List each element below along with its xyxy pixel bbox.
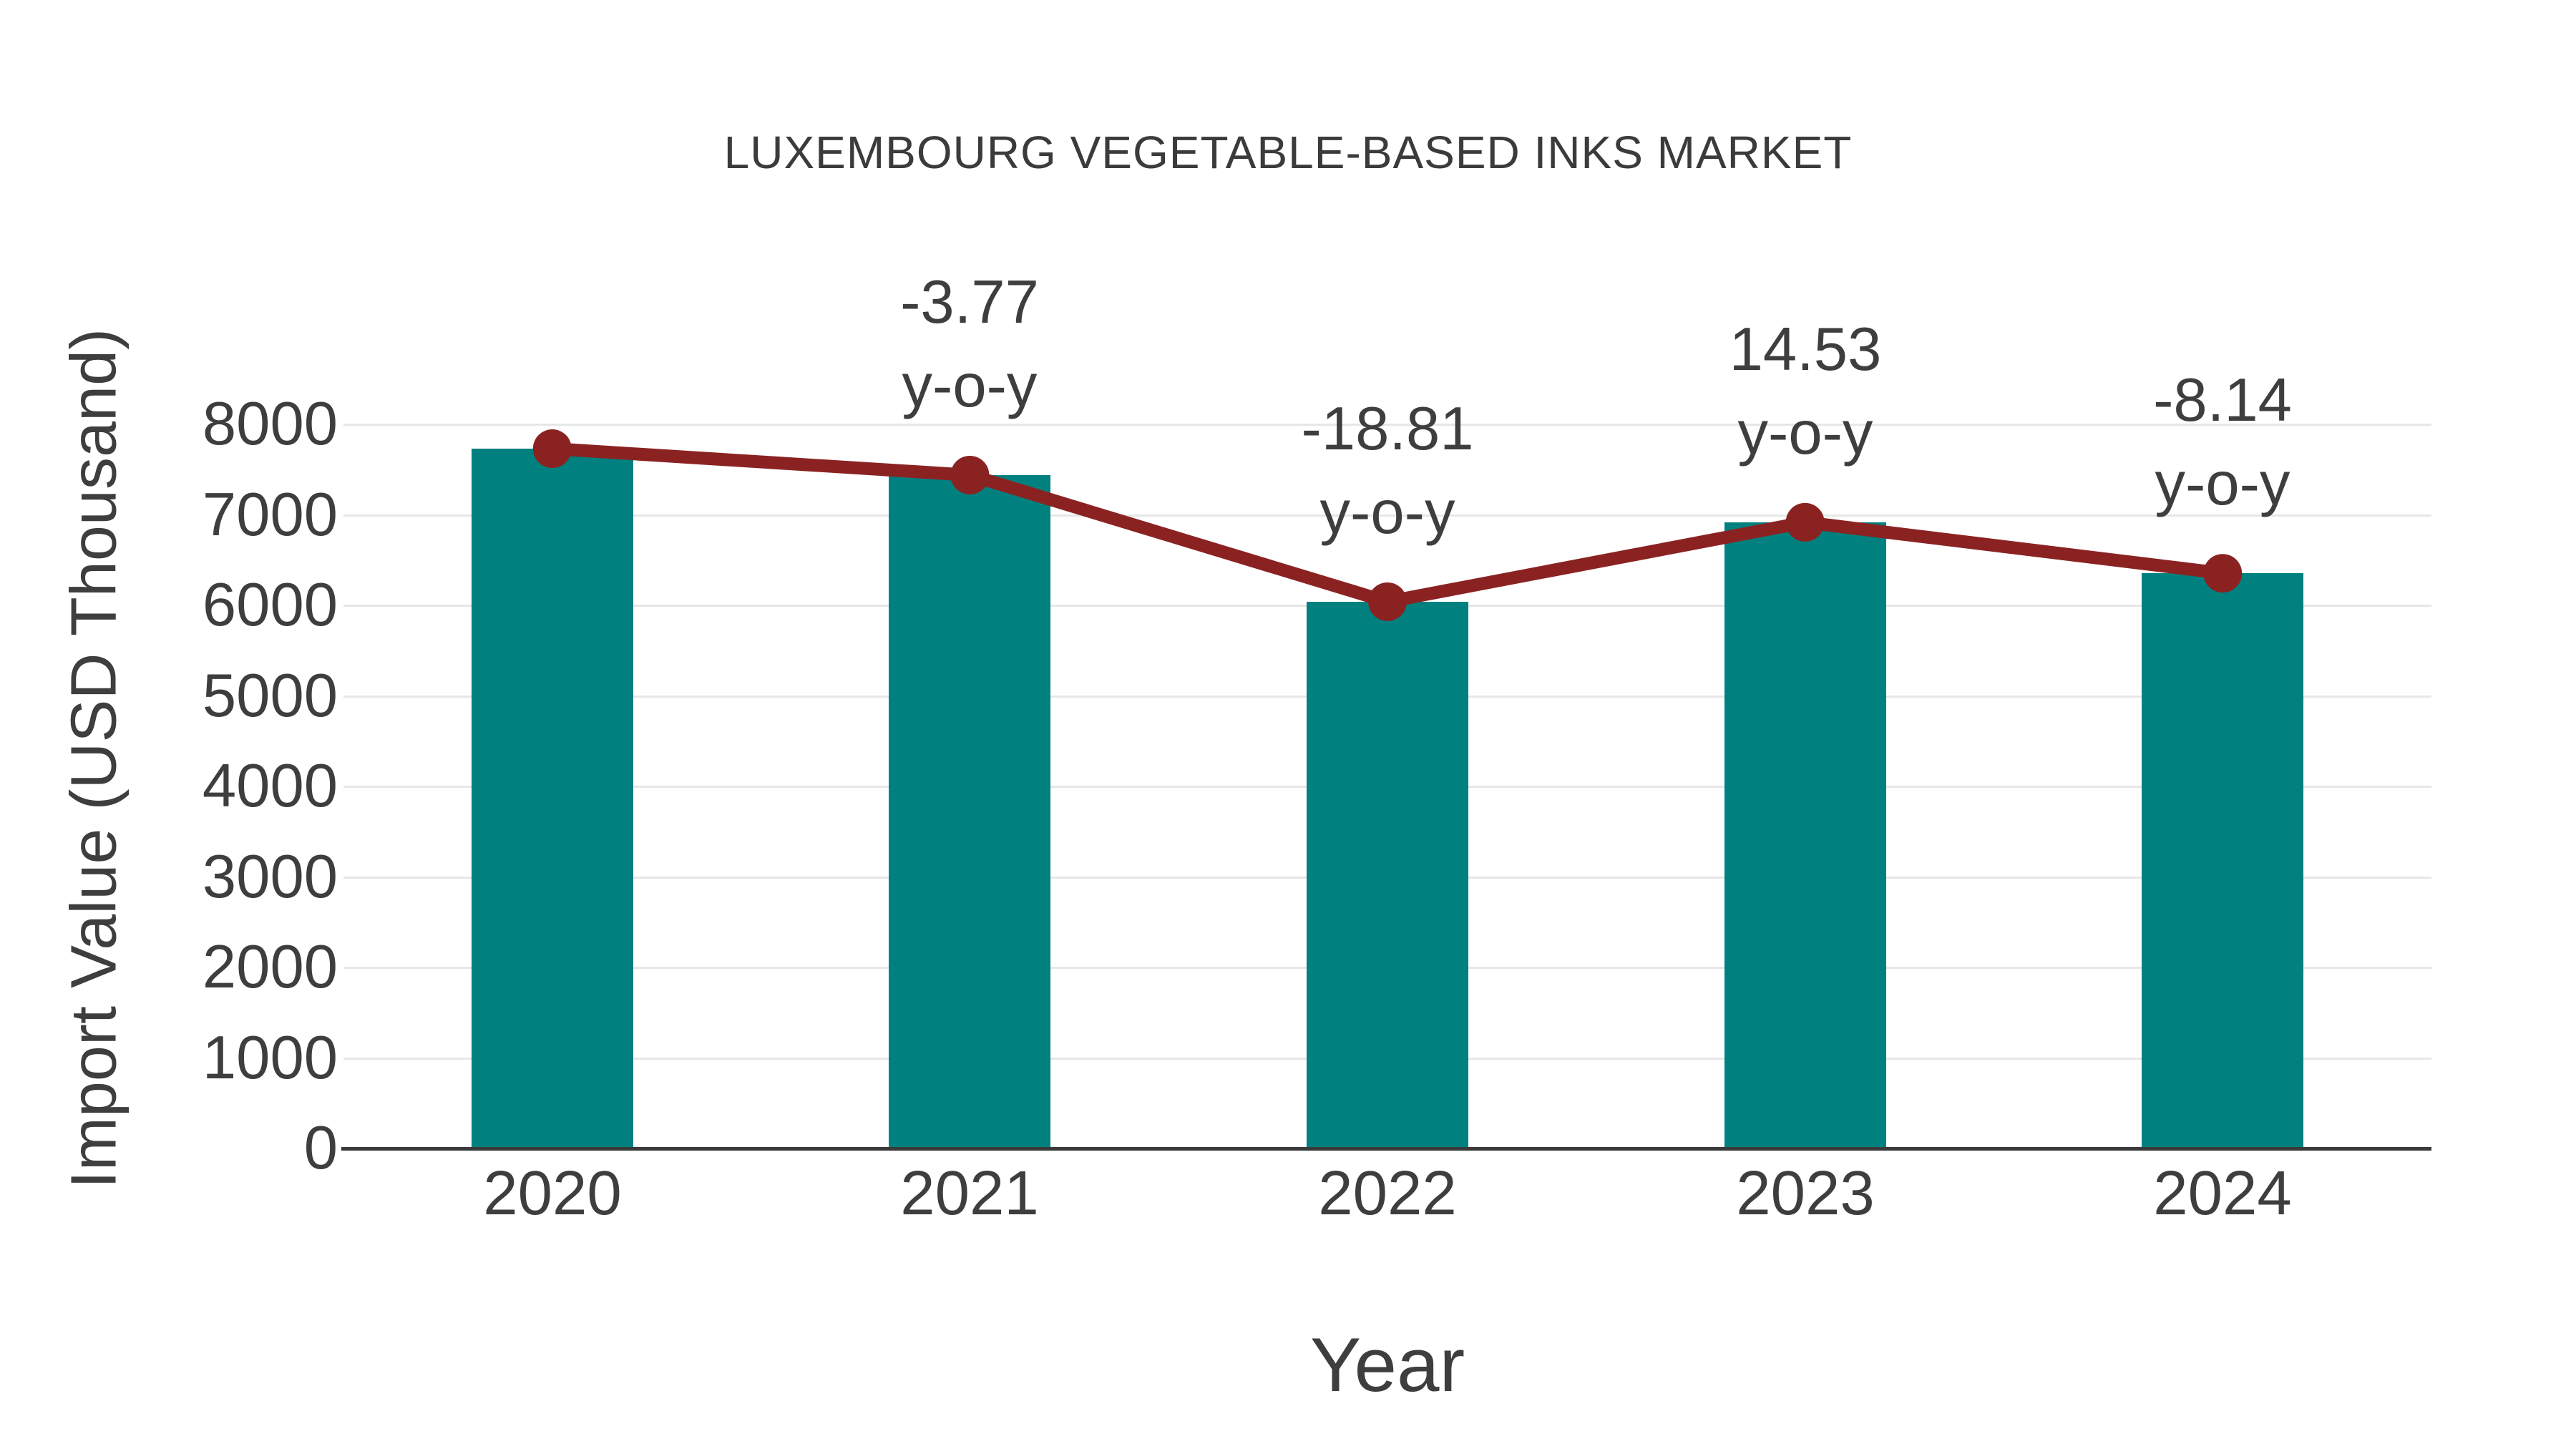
y-tick-label-0: 0 <box>303 1114 338 1182</box>
annotation-2022: -18.81 y-o-y <box>1301 395 1474 547</box>
x-axis-title: Year <box>1309 1322 1465 1407</box>
y-tick-label-5000: 5000 <box>202 662 338 730</box>
x-axis-line <box>341 1147 2431 1151</box>
bar-2022 <box>1307 602 1468 1148</box>
gridline-8000 <box>343 424 2431 426</box>
y-tick-label-7000: 7000 <box>202 481 338 549</box>
x-tick-label-2020: 2020 <box>483 1158 622 1228</box>
x-tick-label-2021: 2021 <box>900 1158 1039 1228</box>
annotation-2023: 14.53 y-o-y <box>1729 316 1882 467</box>
chart-title: LUXEMBOURG VEGETABLE-BASED INKS MARKET <box>723 127 1853 178</box>
bar-2024 <box>2142 573 2303 1148</box>
x-tick-label-2024: 2024 <box>2153 1158 2292 1228</box>
y-tick-label-2000: 2000 <box>202 933 338 1001</box>
annotation-2024: -8.14 y-o-y <box>2153 366 2292 518</box>
y-tick-label-4000: 4000 <box>202 752 338 820</box>
annotation-2021: -3.77 y-o-y <box>900 268 1039 420</box>
y-tick-label-8000: 8000 <box>202 390 338 458</box>
bar-2021 <box>889 475 1050 1148</box>
bar-2020 <box>472 449 633 1148</box>
x-tick-label-2023: 2023 <box>1736 1158 1875 1228</box>
y-tick-label-3000: 3000 <box>202 843 338 911</box>
y-tick-label-6000: 6000 <box>202 571 338 639</box>
x-tick-label-2022: 2022 <box>1318 1158 1457 1228</box>
bar-2023 <box>1724 522 1886 1148</box>
y-tick-label-1000: 1000 <box>202 1024 338 1092</box>
